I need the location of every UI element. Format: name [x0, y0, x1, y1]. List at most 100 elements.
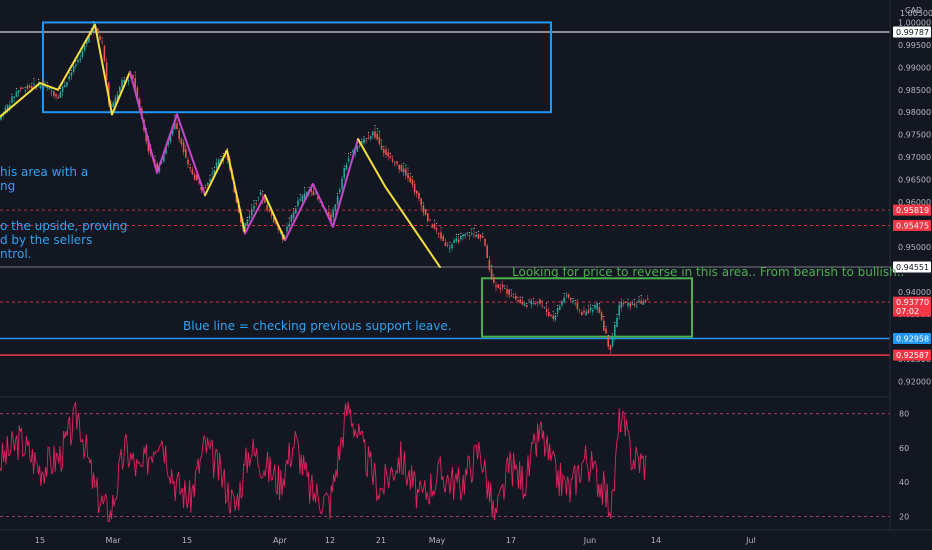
candle-dot	[493, 274, 495, 276]
candle-body	[552, 315, 554, 319]
candle-body	[103, 45, 106, 61]
candle-dot	[350, 151, 352, 153]
candle-dot	[337, 192, 339, 194]
candle-body	[198, 182, 200, 184]
candle-body	[616, 317, 618, 328]
candle-body	[440, 232, 442, 239]
candle-dot	[638, 296, 640, 298]
candle-dot	[546, 303, 548, 305]
candle-dot	[471, 228, 473, 230]
price-tag	[893, 296, 931, 317]
time-axis[interactable]: 15 Mar 15 Apr 12 21 May 17 Jun 14 Jul	[0, 529, 932, 545]
candle-body	[24, 90, 26, 92]
candle-body	[339, 189, 341, 193]
candle-body	[537, 301, 539, 303]
annotation-green-box: Looking for price to reverse in this are…	[512, 265, 905, 279]
candle-dot	[627, 298, 629, 300]
candle-body	[121, 80, 123, 87]
candle-dot	[603, 316, 605, 318]
candle-body	[347, 158, 350, 162]
candle-dot	[288, 217, 290, 219]
time-tick-label: 15	[182, 536, 192, 545]
candle-dot	[209, 174, 211, 176]
candle-dot	[491, 265, 493, 267]
zigzag-segment	[384, 185, 441, 269]
candle-body	[200, 186, 202, 191]
candle-body	[290, 214, 293, 222]
candle-body	[378, 137, 381, 144]
zigzag-segment	[312, 183, 334, 228]
candle-body	[519, 299, 521, 304]
candle-body	[620, 302, 623, 308]
candle-body	[372, 131, 374, 136]
candle-dot	[246, 216, 248, 218]
candle-body	[75, 64, 77, 67]
candle-dot	[117, 91, 119, 93]
candle-body	[154, 160, 156, 162]
candle-body	[332, 210, 334, 218]
candle-body	[380, 145, 383, 150]
candle-body	[565, 294, 568, 296]
candle-body	[482, 235, 484, 238]
candle-body	[490, 269, 493, 279]
candle-dot	[90, 27, 92, 29]
candle-body	[264, 199, 266, 203]
candle-body	[187, 159, 189, 165]
candle-body	[39, 85, 42, 88]
green-box	[481, 277, 693, 338]
candle-body	[211, 173, 213, 175]
candle-dot	[640, 295, 642, 297]
candle-body	[563, 297, 565, 303]
candle-body	[314, 193, 317, 195]
candle-body	[299, 199, 301, 201]
candle-dot	[293, 208, 295, 210]
time-tick-label: Jul	[745, 536, 756, 545]
price-tick-label: 0.97500	[898, 131, 931, 140]
candle-body	[178, 129, 180, 140]
candle-dot	[374, 125, 376, 127]
annotation-left-mid-3: ntrol.	[0, 247, 32, 261]
boxes	[42, 21, 693, 338]
candle-dot	[88, 31, 90, 33]
candle-dot	[68, 72, 70, 74]
candle-dot	[222, 153, 224, 155]
candle-body	[479, 234, 482, 238]
candle-body	[180, 138, 183, 144]
candle-dot	[59, 88, 61, 90]
candle-dot	[455, 233, 457, 235]
candle-body	[207, 183, 209, 185]
candle-body	[438, 233, 440, 234]
candle-dot	[521, 296, 523, 298]
time-tick-label: 15	[35, 536, 45, 545]
candle-body	[528, 301, 530, 303]
candle-dot	[552, 311, 554, 313]
candle-dot	[11, 93, 13, 95]
candle-dot	[407, 167, 409, 169]
candle-body	[622, 303, 625, 304]
candle-body	[453, 240, 455, 243]
candle-body	[86, 39, 88, 45]
annotation-left-top-1: his area with a	[0, 165, 89, 179]
candle-body	[530, 300, 532, 305]
time-tick-label: 12	[325, 536, 335, 545]
zigzag-segment	[129, 70, 158, 174]
candle-body	[383, 149, 385, 154]
candle-dot	[249, 210, 251, 212]
candle-dot	[513, 293, 515, 295]
candle-body	[625, 302, 627, 303]
candle-body	[334, 204, 337, 211]
candle-body	[460, 236, 462, 240]
candle-body	[112, 102, 114, 107]
candle-dot	[519, 296, 521, 298]
annotation-blue-line: Blue line = checking previous support le…	[183, 319, 452, 333]
candle-dot	[205, 184, 207, 186]
time-tick-label: Jun	[583, 536, 597, 545]
candle-body	[248, 216, 251, 219]
price-tick-label: 0.94000	[898, 288, 931, 297]
candle-body	[215, 162, 218, 168]
candle-body	[374, 131, 376, 138]
candle-body	[594, 305, 596, 309]
candle-body	[317, 197, 319, 199]
candle-dot	[343, 165, 345, 167]
